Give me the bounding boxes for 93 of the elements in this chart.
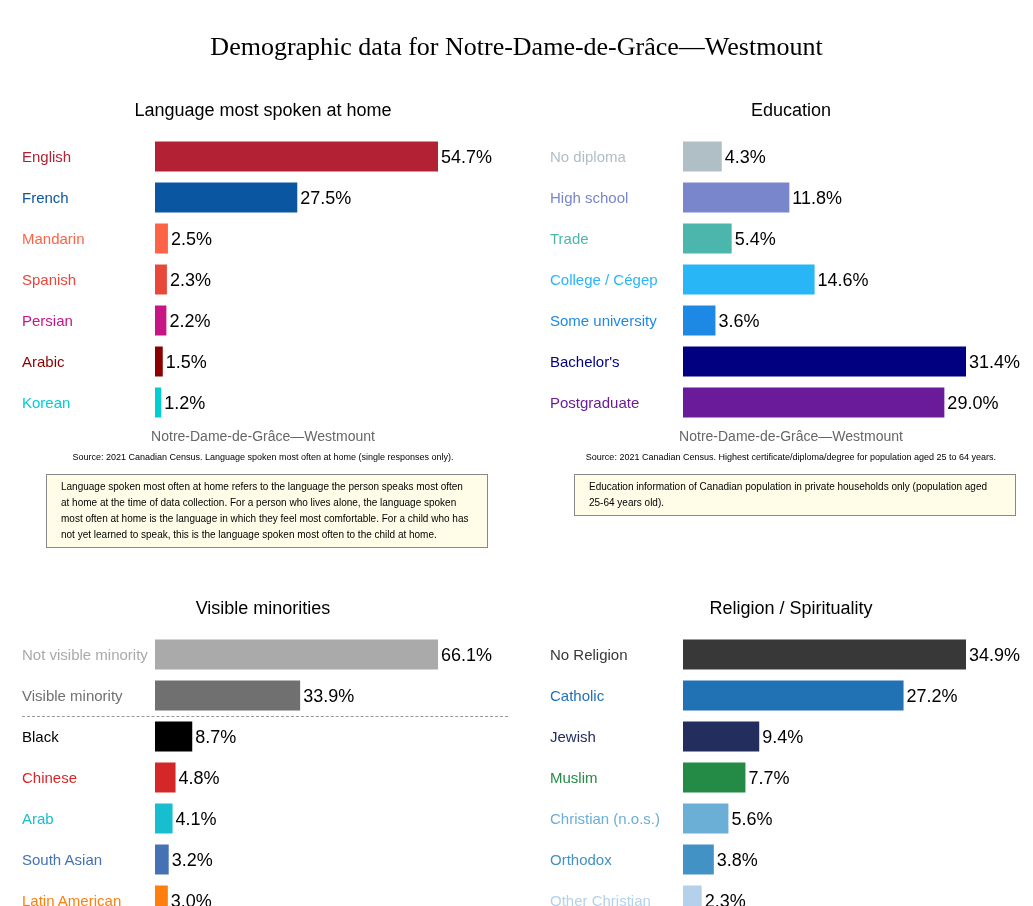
y-tick-label: Arabic [22,353,66,370]
bar [155,721,193,752]
bar [155,762,176,793]
y-tick-label: Visible minority [22,687,124,704]
bar [683,387,945,418]
text: Notre-Dame-de-Grâce—Westmount [678,428,904,444]
y-tick-label: Catholic [550,687,605,704]
y-tick-label: No diploma [550,148,627,165]
y-tick-label: Postgraduate [550,394,640,411]
y-tick-label: Orthodox [550,851,613,868]
bar [683,223,732,254]
y-tick-label: English [22,148,72,165]
text: Language spoken most often at home refers to the language the person speaks most often at home at the time of data collection. For a person who lives alone, the language spoken most often at home is the language in which they feel most comfortable. For a child who has not yet learned to speak, this is the language spoken most often to the child at home. [46,474,488,548]
y-tick-label: College / Cégep [550,271,658,288]
y-tick-label: Mandarin [22,230,85,247]
data-label: 4.3% [724,146,766,167]
data-label: 4.1% [175,808,217,829]
chart-title: Religion / Spirituality [709,598,873,618]
data-label: 7.7% [748,767,790,788]
source-note: Source: 2021 Canadian Census. Highest certificate/diploma/degree for population aged 25 to 64 years. [584,452,998,462]
data-label: 5.6% [731,808,773,829]
y-tick-label: Jewish [550,728,596,745]
data-label: 27.5% [300,187,352,208]
bar [155,223,168,254]
bar [155,387,162,418]
y-tick-label: Persian [22,312,73,329]
data-label: 14.6% [817,269,869,290]
data-label: 54.7% [441,146,493,167]
data-label: 3.0% [170,890,212,906]
y-tick-label: Black [22,728,60,745]
y-tick-label: Christian (n.o.s.) [550,810,661,827]
chart-title: Education [750,100,832,120]
bar [155,182,298,213]
y-tick-label: Muslim [550,769,598,786]
chart-title: Language most spoken at home [134,100,392,120]
y-tick-label: French [22,189,69,206]
bar [683,639,966,670]
bar [155,680,301,711]
data-label: 29.0% [947,392,999,413]
data-label: 2.3% [704,890,746,906]
bar [155,844,169,875]
y-tick-label: Bachelor's [550,353,620,370]
y-tick-label: Other Christian [550,892,651,906]
text: Education information of Canadian population in private households only (population aged 25-64 years old). [574,474,1016,516]
bar [683,844,714,875]
data-label: 1.5% [165,351,207,372]
bar [683,305,716,336]
bar [155,803,173,834]
bar [155,639,438,670]
bar [155,305,167,336]
data-label: 66.1% [441,644,493,665]
source-note: Source: 2021 Canadian Census. Language spoken most often at home (single responses only). [71,452,455,462]
data-label: 33.9% [303,685,355,706]
data-label: 2.3% [169,269,211,290]
bar [683,346,966,377]
bar [683,803,729,834]
y-tick-label: High school [550,189,629,206]
text: Notre-Dame-de-Grâce—Westmount [150,428,376,444]
data-label: 3.8% [716,849,758,870]
bar [683,141,722,172]
data-label: 3.6% [718,310,760,331]
bar [155,264,167,295]
data-label: 8.7% [195,726,237,747]
bar [683,264,815,295]
chart-title: Visible minorities [195,598,331,618]
data-label: 31.4% [969,351,1021,372]
data-label: 34.9% [969,644,1021,665]
y-tick-label: Trade [550,230,589,247]
y-tick-label: Latin American [22,892,122,906]
bar [683,680,904,711]
text: Demographic data for Notre-Dame-de-Grâce—Westmount [209,32,824,62]
data-label: 3.2% [171,849,213,870]
y-tick-label: Some university [550,312,658,329]
y-tick-label: Arab [22,810,54,827]
y-tick-label: South Asian [22,851,103,868]
data-label: 11.8% [792,187,843,208]
data-label: 1.2% [164,392,206,413]
bar [155,141,438,172]
bar [683,182,790,213]
data-label: 5.4% [734,228,776,249]
data-label: 27.2% [906,685,958,706]
y-tick-label: No Religion [550,646,628,663]
y-tick-label: Spanish [22,271,77,288]
y-tick-label: Chinese [22,769,78,786]
y-tick-label: Korean [22,394,71,411]
bar [683,762,746,793]
bar [683,721,760,752]
y-tick-label: Not visible minority [22,646,149,663]
data-label: 2.5% [170,228,212,249]
data-label: 9.4% [762,726,804,747]
data-label: 2.2% [169,310,211,331]
data-label: 4.8% [178,767,220,788]
bar [155,346,163,377]
